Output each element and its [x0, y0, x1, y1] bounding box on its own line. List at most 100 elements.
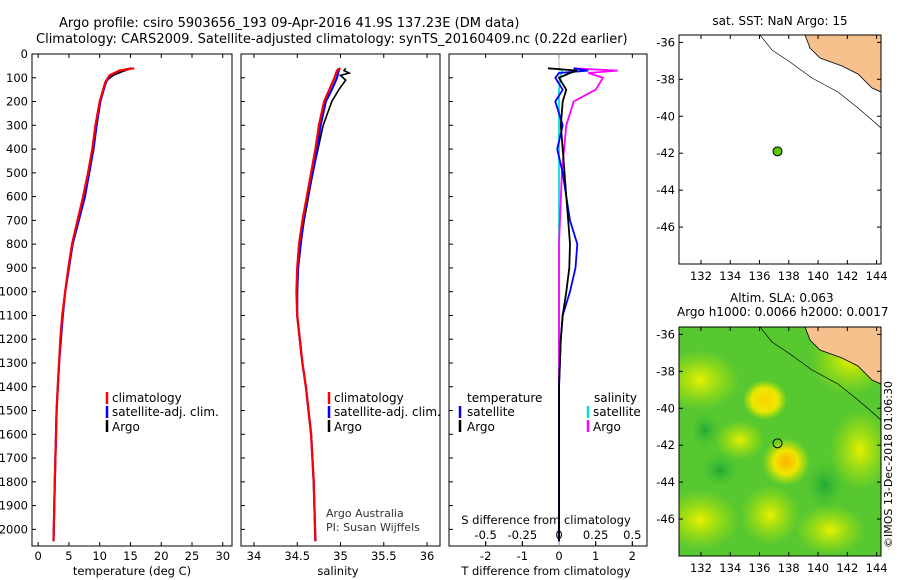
float-position-marker [772, 438, 783, 449]
lon-tick-label: 140 [807, 269, 829, 283]
lon-tick-label: 138 [778, 269, 800, 283]
depth-tick-label: 1800 [0, 475, 28, 489]
s-tick-label: -0.5 [474, 528, 496, 542]
difference-series [547, 54, 618, 546]
lat-tick-label: -42 [656, 146, 675, 160]
temperature-legend: climatology satellite-adj. clim. Argo [105, 391, 219, 434]
salinity-legend: climatology satellite-adj. clim. Argo [327, 391, 441, 434]
credit-pi: PI: Susan Wijffels [326, 521, 420, 534]
lat-tick-label: -38 [656, 72, 675, 86]
depth-tick-label: 1700 [0, 451, 28, 465]
x-tick-label: -2 [480, 549, 491, 563]
sla-heatmap [679, 327, 881, 556]
legend-satellite-label: satellite-adj. clim. [334, 405, 441, 419]
depth-tick-label: 1200 [0, 332, 28, 346]
temperature-x-axis: 0 5 10 15 20 25 30 [34, 54, 230, 563]
depth-tick-label: 400 [6, 142, 28, 156]
depth-tick-label: 1100 [0, 308, 28, 322]
depth-tick-label: 1400 [0, 380, 28, 394]
lat-tick-label: -42 [656, 438, 675, 452]
sla-map-axes: 132 134 136 138 140 142 144 -36 -38 -40 -42 -44 -46 [656, 327, 888, 575]
lon-tick-label: 142 [836, 269, 858, 283]
depth-tick-label: 100 [6, 71, 28, 85]
sla-map: Altim. SLA: 0.063 Argo h1000: 0.0066 h20… [656, 291, 895, 575]
x-tick-label: 2 [629, 549, 636, 563]
credit-org: Argo Australia [326, 507, 404, 520]
sst-map-frame [678, 34, 882, 265]
lat-tick-label: -38 [656, 364, 675, 378]
sst-map: sat. SST: NaN Argo: 15 132 134 136 138 140 14… [656, 14, 887, 283]
lat-tick-label: -36 [656, 327, 675, 341]
depth-tick-label: 200 [6, 95, 28, 109]
x-tick-label: 34 [247, 549, 262, 563]
lon-tick-label: 138 [778, 561, 800, 575]
lon-tick-label: 134 [719, 561, 741, 575]
temperature-panel: 0100200300400500600700800900100011001200… [0, 47, 233, 578]
coastline-land [804, 35, 881, 93]
lat-tick-label: -36 [656, 35, 675, 49]
s-tick-label: 0.25 [583, 528, 609, 542]
s-difference-axis: -0.5 -0.25 0 0.25 0.5 [474, 528, 641, 545]
sla-map-frame [678, 326, 882, 557]
coastline-land [804, 327, 881, 385]
legend-climatology-label: climatology [334, 391, 404, 405]
t-difference-x-axis: -2 -1 0 1 2 [449, 53, 636, 563]
difference-legend: temperature satellite Argo salinity sate… [458, 391, 641, 434]
x-tick-label: 0 [34, 549, 41, 563]
salinity-panel: 34 34.5 35 35.5 36 salinity climatology sate… [240, 53, 441, 578]
depth-tick-label: 1300 [0, 356, 28, 370]
lon-tick-label: 144 [866, 269, 888, 283]
sla-map-title: Altim. SLA: 0.063 [730, 291, 834, 305]
imos-credit: ©IMOS 13-Dec-2018 01:06:30 [882, 381, 895, 548]
depth-tick-label: 1000 [0, 285, 28, 299]
x-tick-label: -1 [517, 549, 528, 563]
difference-panel: -2 -1 0 1 2 -0.5 -0.25 0 0.25 0.5 T difference f… [448, 53, 648, 578]
lat-tick-label: -46 [656, 512, 675, 526]
depth-tick-label: 500 [6, 166, 28, 180]
depth-tick-label: 300 [6, 118, 28, 132]
shelf-contour [759, 35, 881, 129]
lat-tick-label: -40 [656, 401, 675, 415]
s-tick-label: -0.25 [507, 528, 537, 542]
x-tick-label: 1 [592, 549, 599, 563]
temperature-axes-frame [31, 53, 233, 547]
temperature-x-label: temperature (deg C) [73, 564, 191, 578]
sla-map-subtitle: Argo h1000: 0.0066 h2000: 0.0017 [677, 305, 889, 319]
x-tick-label: 36 [420, 549, 435, 563]
x-tick-label: 30 [215, 549, 230, 563]
lon-tick-label: 144 [866, 561, 888, 575]
warm-eddy [762, 438, 810, 486]
x-tick-label: 35.5 [371, 549, 397, 563]
temperature-series [52, 67, 135, 542]
title-line-2: Climatology: CARS2009. Satellite-adjuste… [36, 32, 628, 47]
lat-tick-label: -44 [656, 475, 675, 489]
depth-tick-label: 2000 [0, 522, 28, 536]
legend-argo-label: Argo [334, 420, 362, 434]
legend-t-satellite-label: satellite [467, 405, 515, 419]
lon-tick-label: 136 [749, 269, 771, 283]
legend-argo-label: Argo [112, 420, 140, 434]
t-difference-x-label: T difference from climatology [460, 564, 631, 578]
salinity-axes-frame [240, 53, 441, 547]
series-line-climatology [52, 67, 135, 542]
legend-temperature-title: temperature [467, 391, 542, 405]
lon-tick-label: 140 [807, 561, 829, 575]
depth-tick-label: 800 [6, 237, 28, 251]
x-tick-label: 15 [123, 549, 138, 563]
sst-map-axes: 132 134 136 138 140 142 144 -36 -38 -40 -42 -44 -46 [656, 35, 888, 283]
sst-map-title: sat. SST: NaN Argo: 15 [712, 14, 847, 28]
legend-climatology-label: climatology [112, 391, 182, 405]
x-tick-label: 20 [154, 549, 169, 563]
lon-tick-label: 142 [836, 561, 858, 575]
x-tick-label: 25 [185, 549, 200, 563]
series-line-climatology [295, 67, 342, 542]
difference-line-t-argo [547, 67, 578, 542]
lat-tick-label: -46 [656, 220, 675, 234]
lon-tick-label: 132 [690, 269, 712, 283]
depth-tick-label: 0 [21, 47, 28, 61]
s-tick-label: 0.5 [623, 528, 641, 542]
x-tick-label: 35 [333, 549, 348, 563]
legend-s-satellite-label: satellite [593, 405, 641, 419]
legend-salinity-title: salinity [594, 391, 637, 405]
